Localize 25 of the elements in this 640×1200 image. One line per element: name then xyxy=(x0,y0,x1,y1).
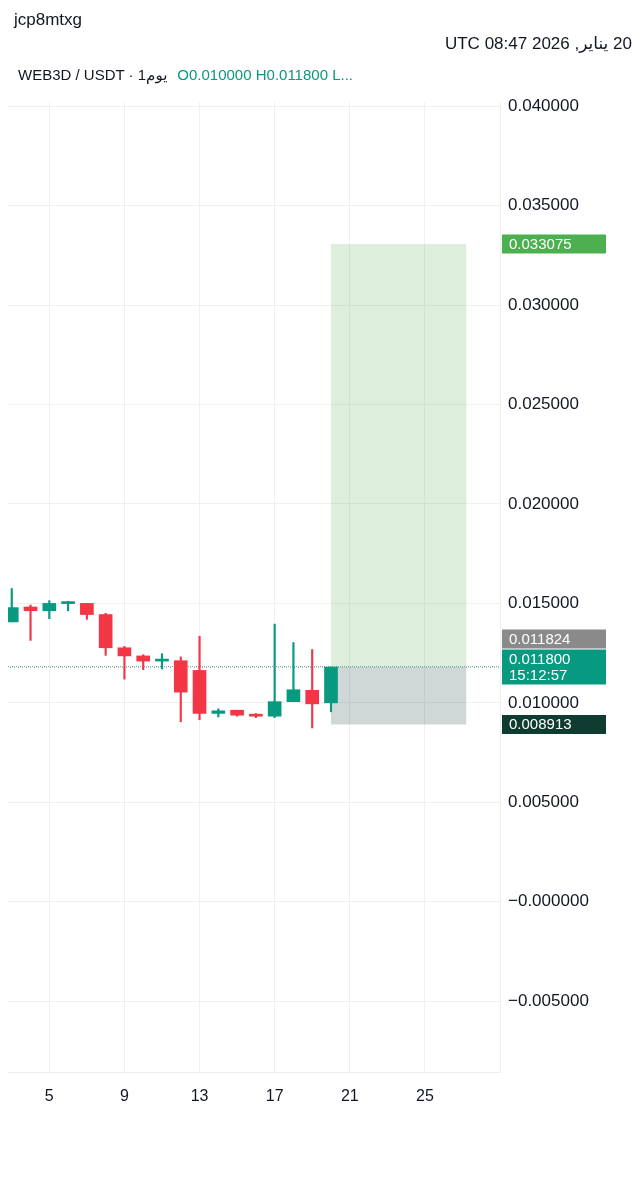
ref-line-label: 0.011824 xyxy=(509,629,571,647)
x-tick-label: 17 xyxy=(265,1086,284,1104)
ref-line-label: 0.011800 15:12:57 xyxy=(509,649,571,683)
band-label: 0.008913 xyxy=(509,715,572,733)
chart-title: WEB3D / USDT · 1يوم xyxy=(18,66,168,84)
text: 20 يناير, 2026 08:47 UTC xyxy=(444,34,632,53)
x-tick-label: 5 xyxy=(44,1086,54,1104)
x-tick-label: 9 xyxy=(119,1086,129,1104)
y-tick-label: 0.040000 xyxy=(508,95,579,115)
x-tick-label: 25 xyxy=(415,1086,434,1104)
y-tick-label: 0.020000 xyxy=(508,493,579,513)
y-tick-label: 0.030000 xyxy=(508,294,579,314)
y-tick-label: −0.000000 xyxy=(508,891,589,911)
y-tick-label: 0.005000 xyxy=(508,791,579,811)
y-tick-label: 0.035000 xyxy=(508,195,579,215)
y-tick-label: 0.015000 xyxy=(508,593,579,613)
y-tick-label: 0.010000 xyxy=(508,692,579,712)
x-tick-label: 21 xyxy=(340,1086,359,1104)
candlestick xyxy=(117,646,132,680)
text: O0.010000 H0.011800 L... xyxy=(177,66,354,84)
band-label: 0.033075 xyxy=(509,234,572,252)
y-tick-label: 0.025000 xyxy=(508,394,579,414)
text: jcp8mtxg xyxy=(12,9,84,31)
y-tick-label: −0.005000 xyxy=(508,990,589,1010)
x-tick-label: 13 xyxy=(190,1086,209,1104)
